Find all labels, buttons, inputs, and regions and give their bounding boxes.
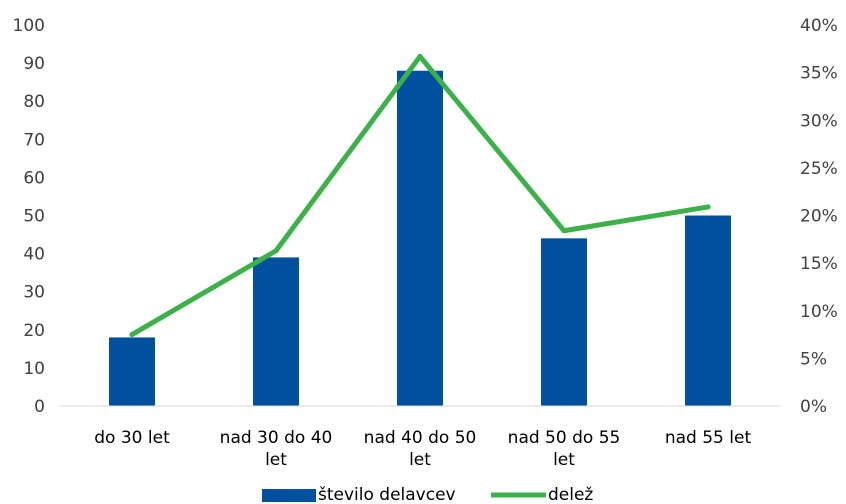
right-tick-label: 5% <box>800 349 827 369</box>
right-axis: 0% 5% 10% 15% 20% 25% 30% 35% 40% <box>800 16 838 417</box>
bar <box>253 257 299 406</box>
left-axis: 0 10 20 30 40 50 60 70 80 90 100 <box>13 16 45 417</box>
category-label: nad 30 do 40 <box>220 428 333 448</box>
left-tick-label: 0 <box>34 397 45 417</box>
category-label: let <box>409 450 431 470</box>
left-tick-label: 80 <box>23 92 45 112</box>
bar <box>541 238 587 406</box>
right-tick-label: 0% <box>800 397 827 417</box>
left-tick-label: 10 <box>23 359 45 379</box>
bar <box>397 70 443 406</box>
right-tick-label: 25% <box>800 159 838 179</box>
line-point <box>705 204 711 210</box>
left-tick-label: 30 <box>23 283 45 303</box>
right-tick-label: 40% <box>800 16 838 36</box>
line-point <box>273 248 279 254</box>
left-tick-label: 90 <box>23 54 45 74</box>
left-tick-label: 70 <box>23 130 45 150</box>
right-tick-label: 10% <box>800 302 838 322</box>
right-tick-label: 30% <box>800 111 838 131</box>
bar-series <box>109 70 731 406</box>
category-label: let <box>553 450 575 470</box>
bar <box>685 215 731 406</box>
legend-label-line: delež <box>548 485 593 504</box>
category-label: nad 55 let <box>665 428 752 448</box>
line-point <box>129 332 135 338</box>
left-tick-label: 100 <box>13 16 45 36</box>
legend-label-bar: število delavcev <box>318 485 456 504</box>
bar <box>109 337 155 406</box>
left-tick-label: 20 <box>23 321 45 341</box>
left-tick-label: 40 <box>23 245 45 265</box>
legend: število delavcev delež <box>262 485 593 504</box>
right-tick-label: 20% <box>800 207 838 227</box>
category-label: nad 50 do 55 <box>508 428 621 448</box>
line-point <box>561 228 567 234</box>
left-tick-label: 60 <box>23 168 45 188</box>
right-tick-label: 15% <box>800 254 838 274</box>
category-label: nad 40 do 50 <box>364 428 477 448</box>
category-label: do 30 let <box>94 428 170 448</box>
category-label: let <box>265 450 287 470</box>
right-tick-label: 35% <box>800 64 838 84</box>
legend-swatch-bar <box>262 489 316 502</box>
left-tick-label: 50 <box>23 207 45 227</box>
line-series <box>129 53 711 338</box>
line-point <box>417 53 423 59</box>
